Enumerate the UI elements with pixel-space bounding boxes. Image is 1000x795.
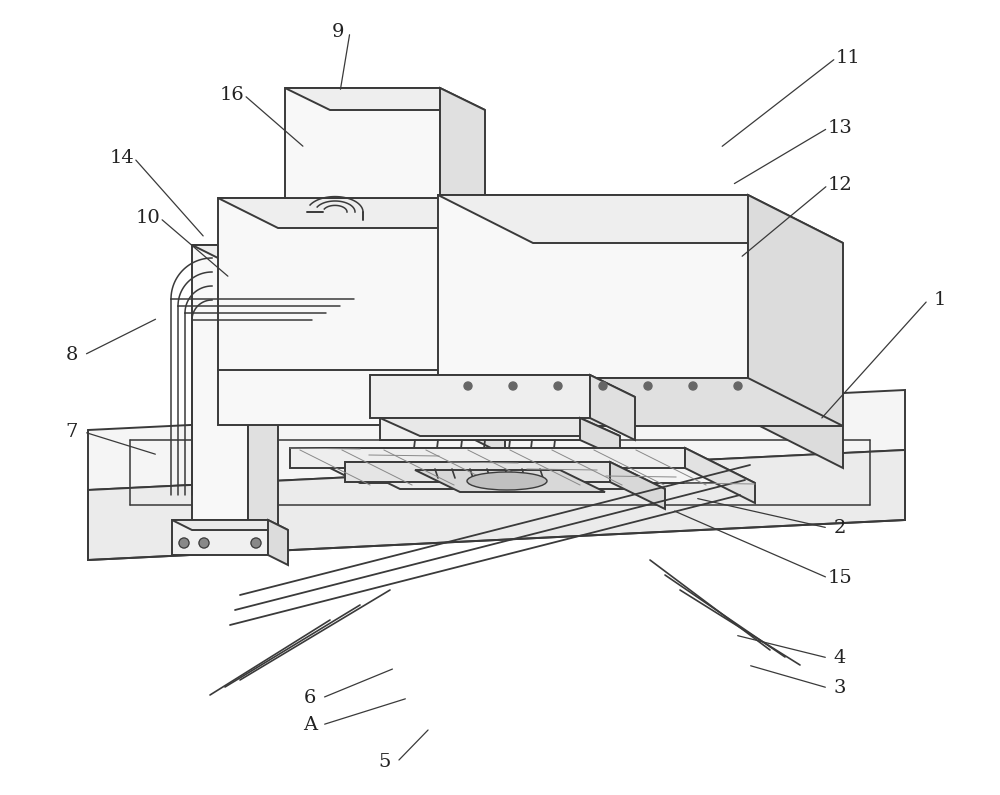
Text: 12: 12 bbox=[828, 176, 852, 194]
Text: 2: 2 bbox=[834, 519, 846, 537]
Polygon shape bbox=[580, 418, 620, 458]
Circle shape bbox=[251, 538, 261, 548]
Polygon shape bbox=[415, 470, 605, 492]
Circle shape bbox=[179, 538, 189, 548]
Polygon shape bbox=[218, 198, 505, 228]
Polygon shape bbox=[88, 390, 905, 490]
Polygon shape bbox=[285, 88, 440, 198]
Polygon shape bbox=[248, 245, 278, 535]
Polygon shape bbox=[370, 375, 590, 418]
Polygon shape bbox=[380, 418, 620, 436]
Text: 16: 16 bbox=[220, 86, 244, 104]
Polygon shape bbox=[610, 462, 665, 509]
Circle shape bbox=[644, 382, 652, 390]
Polygon shape bbox=[88, 450, 905, 560]
Text: 1: 1 bbox=[934, 291, 946, 309]
Text: A: A bbox=[303, 716, 317, 734]
Polygon shape bbox=[192, 245, 248, 520]
Polygon shape bbox=[172, 520, 288, 530]
Polygon shape bbox=[380, 418, 580, 440]
Circle shape bbox=[734, 382, 742, 390]
Text: 8: 8 bbox=[66, 346, 78, 364]
Text: 4: 4 bbox=[834, 649, 846, 667]
Polygon shape bbox=[438, 195, 748, 420]
Ellipse shape bbox=[467, 472, 547, 490]
Text: 10: 10 bbox=[136, 209, 160, 227]
Text: 9: 9 bbox=[332, 23, 344, 41]
Circle shape bbox=[599, 382, 607, 390]
Polygon shape bbox=[345, 462, 610, 482]
Text: 11: 11 bbox=[836, 49, 860, 67]
Polygon shape bbox=[290, 448, 755, 483]
Polygon shape bbox=[370, 375, 635, 397]
Circle shape bbox=[554, 382, 562, 390]
Text: 5: 5 bbox=[379, 753, 391, 771]
Circle shape bbox=[199, 538, 209, 548]
Circle shape bbox=[464, 382, 472, 390]
Polygon shape bbox=[438, 378, 748, 420]
Circle shape bbox=[689, 382, 697, 390]
Text: 3: 3 bbox=[834, 679, 846, 697]
Text: 13: 13 bbox=[828, 119, 852, 137]
Polygon shape bbox=[285, 88, 485, 110]
Polygon shape bbox=[268, 520, 288, 565]
Text: 6: 6 bbox=[304, 689, 316, 707]
Polygon shape bbox=[438, 195, 843, 243]
Polygon shape bbox=[192, 245, 278, 260]
Polygon shape bbox=[685, 448, 755, 503]
Text: 14: 14 bbox=[110, 149, 134, 167]
Polygon shape bbox=[590, 375, 635, 440]
Text: 7: 7 bbox=[66, 423, 78, 441]
Polygon shape bbox=[218, 198, 445, 425]
Polygon shape bbox=[290, 448, 685, 468]
Polygon shape bbox=[345, 462, 665, 489]
Polygon shape bbox=[445, 198, 505, 455]
Polygon shape bbox=[748, 195, 843, 468]
Polygon shape bbox=[172, 520, 268, 555]
Polygon shape bbox=[440, 88, 485, 220]
Polygon shape bbox=[438, 378, 843, 426]
Circle shape bbox=[509, 382, 517, 390]
Text: 15: 15 bbox=[828, 569, 852, 587]
